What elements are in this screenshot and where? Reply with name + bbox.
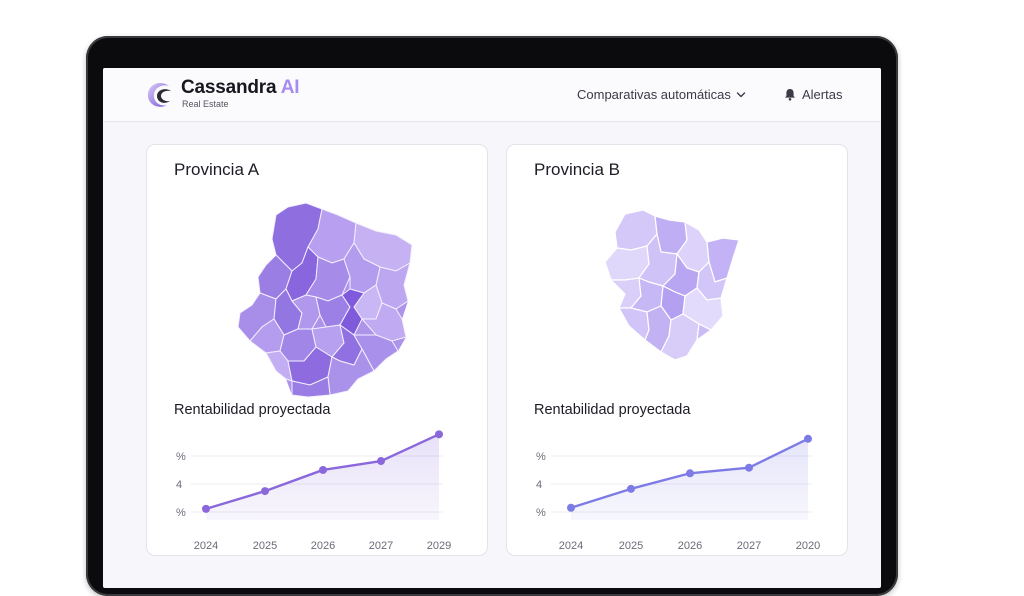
data-point bbox=[435, 430, 443, 439]
x-tick-label: 2029 bbox=[427, 540, 451, 552]
profitability-chart-b: % 4% 2024 2025 2026 2027 2020 bbox=[536, 434, 820, 552]
x-tick-label: 2025 bbox=[619, 540, 643, 552]
x-tick-label: 2026 bbox=[678, 540, 702, 552]
x-tick-label: 2025 bbox=[253, 540, 277, 552]
data-point bbox=[745, 463, 753, 472]
chart-title: Rentabilidad proyectada bbox=[174, 402, 331, 418]
nav-alerts-label: Alertas bbox=[802, 87, 843, 102]
x-tick-label: 2024 bbox=[194, 540, 218, 552]
profitability-chart-a: % 4% 2024 2025 2026 2027 2029 bbox=[176, 430, 451, 552]
app-header: Cassandra AI Real Estate Comparativas au… bbox=[103, 68, 881, 122]
brand-name: Cassandra AI bbox=[181, 77, 300, 99]
x-tick-label: 2026 bbox=[311, 540, 335, 552]
card-title: Provincia B bbox=[534, 160, 620, 179]
chart-title: Rentabilidad proyectada bbox=[534, 402, 691, 418]
chevron-down-icon bbox=[736, 91, 746, 97]
y-tick-label: % bbox=[536, 507, 546, 519]
y-tick-label: % bbox=[176, 507, 186, 519]
brand-tagline: Real Estate bbox=[182, 99, 229, 109]
data-point bbox=[804, 434, 812, 443]
cassandra-logo-icon[interactable] bbox=[145, 80, 175, 110]
x-tick-label: 2027 bbox=[737, 540, 761, 552]
card-title: Provincia A bbox=[174, 160, 260, 179]
y-tick-label: % bbox=[176, 451, 186, 463]
data-point bbox=[319, 465, 327, 474]
data-point bbox=[567, 503, 575, 512]
x-tick-label: 2020 bbox=[796, 540, 820, 552]
data-point bbox=[686, 469, 694, 478]
nav-compare-label: Comparativas automáticas bbox=[577, 87, 731, 102]
series-area bbox=[206, 434, 439, 520]
province-card-a: Provincia A bbox=[146, 144, 488, 556]
province-card-b: Provincia B Rentabilidad proyectada % 4% 2… bbox=[506, 144, 848, 556]
province-b-map[interactable] bbox=[603, 208, 741, 364]
x-tick-label: 2027 bbox=[369, 540, 393, 552]
brand-accent-text: AI bbox=[280, 77, 300, 98]
app-screen: Cassandra AI Real Estate Comparativas au… bbox=[103, 68, 881, 588]
series-area bbox=[571, 438, 808, 520]
province-a-map[interactable] bbox=[236, 201, 424, 398]
x-tick-label: 2024 bbox=[559, 540, 583, 552]
nav-alerts-button[interactable]: Alertas bbox=[784, 87, 842, 102]
brand-name-text: Cassandra bbox=[181, 77, 277, 98]
y-tick-label: 4 bbox=[176, 479, 182, 491]
data-point bbox=[261, 487, 269, 496]
nav-compare-dropdown[interactable]: Comparativas automáticas bbox=[577, 87, 746, 102]
data-point bbox=[627, 484, 635, 493]
y-tick-label: 4 bbox=[536, 479, 542, 491]
y-tick-label: % bbox=[536, 451, 546, 463]
data-point bbox=[377, 457, 385, 466]
bell-icon bbox=[785, 89, 795, 101]
data-point bbox=[202, 504, 210, 513]
